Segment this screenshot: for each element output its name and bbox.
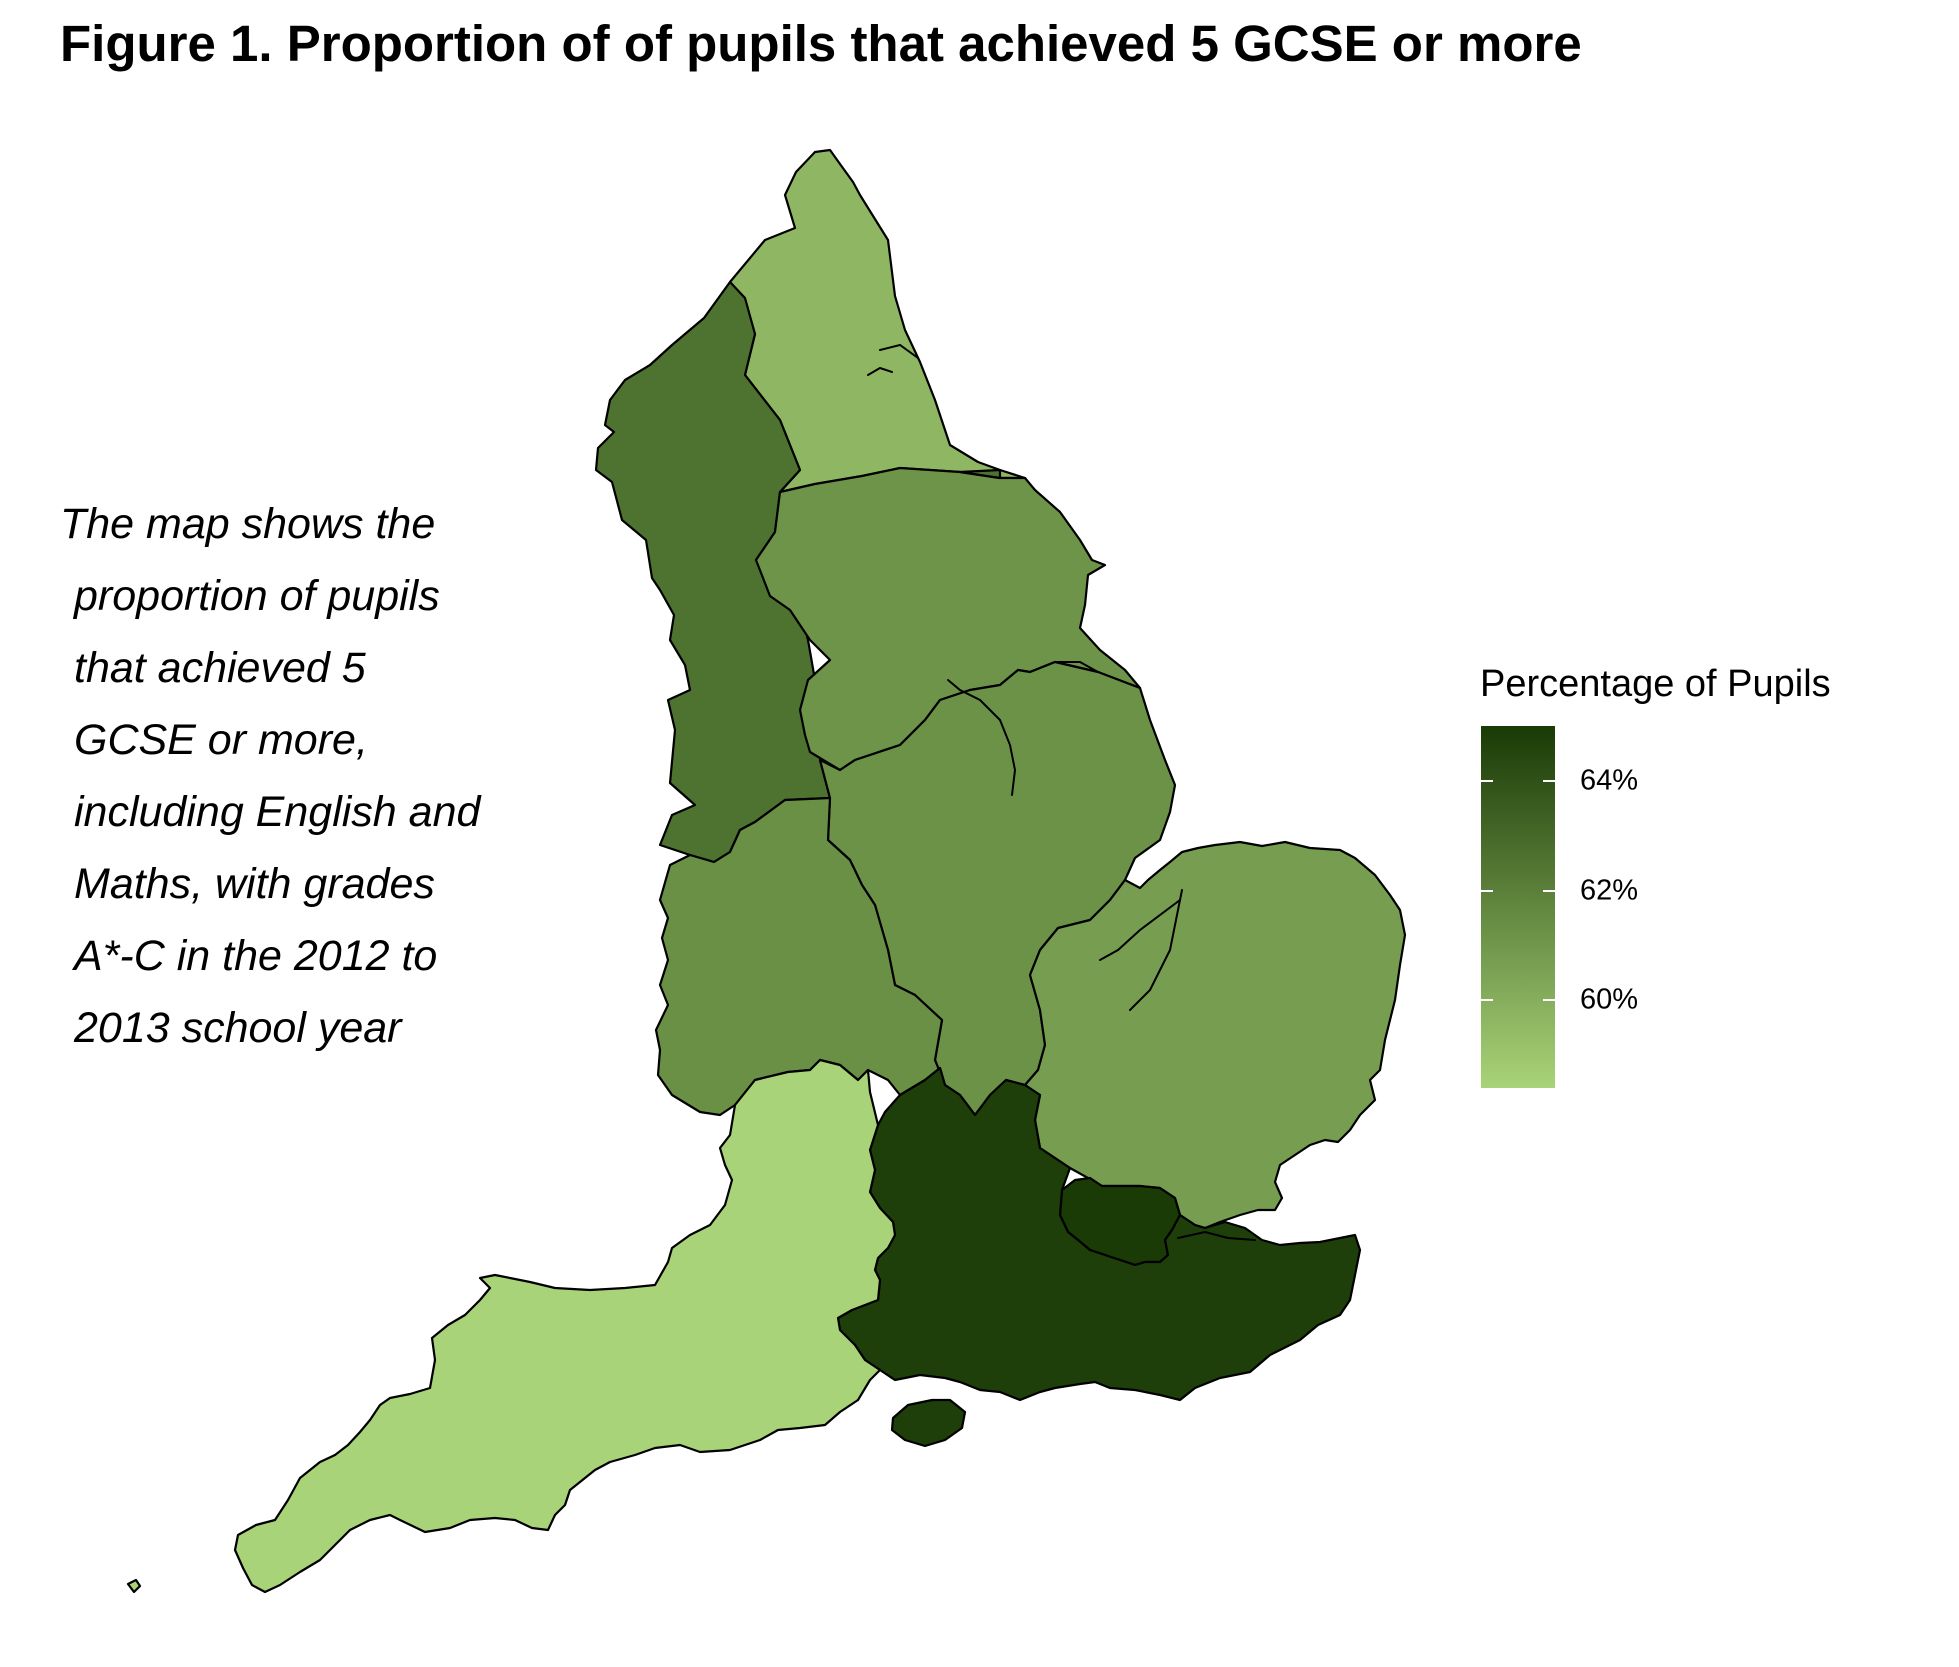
legend-tick-mark [1543,999,1555,1002]
description-line: proportion of pupils [74,572,440,620]
region-south-east[interactable] [890,1398,967,1448]
region-north-west[interactable] [958,468,1002,480]
river-line [947,679,1001,721]
region-south-west[interactable] [233,1058,897,1594]
description-line: Maths, with grades [74,860,435,908]
scilly-isles[interactable] [126,1578,142,1594]
legend-tick-mark [1543,889,1555,892]
river-line [1099,899,1181,961]
legend-tick-mark [1543,779,1555,782]
legend-tick-label: 62% [1580,874,1639,907]
legend-color-bar [1481,726,1555,1088]
river-line [1029,661,1099,673]
legend-tick-mark [1481,999,1493,1002]
river-line [1177,1230,1256,1241]
description-line: The map shows the [60,500,436,548]
description-line: A*-C in the 2012 to [74,932,438,980]
map-description: The map shows the proportion of pupils t… [60,488,580,1064]
river-line [1129,889,1183,1011]
legend-tick-label: 64% [1580,764,1639,797]
legend-tick-mark [1481,779,1493,782]
river-line [999,719,1017,796]
description-line: GCSE or more, [74,716,368,764]
legend-tick-mark [1481,889,1493,892]
description-line: that achieved 5 [74,644,366,692]
river-line [867,366,893,376]
region-east-of-england[interactable] [1023,840,1407,1230]
river-line [879,343,919,359]
description-line: including English and [74,788,481,836]
figure-title: Figure 1. Proportion of of pupils that a… [60,15,1582,72]
description-line: 2013 school year [74,1004,402,1052]
legend-title: Percentage of Pupils [1480,663,1831,705]
legend-tick-label: 60% [1580,983,1639,1016]
